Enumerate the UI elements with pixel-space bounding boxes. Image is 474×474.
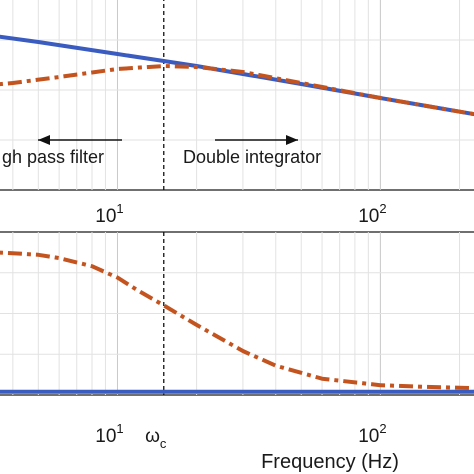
annotation-text: gh pass filter xyxy=(2,147,104,167)
top-panel: gh pass filter Double integrator 101 102 xyxy=(0,0,474,227)
annotation-0: gh pass filter xyxy=(2,135,122,167)
x-axis-label: Frequency (Hz) xyxy=(261,451,399,473)
annotation-arrow-head xyxy=(286,135,298,145)
x-tick-label: 101 xyxy=(95,421,123,447)
annotation-text: Double integrator xyxy=(183,147,321,167)
x-tick-label: 102 xyxy=(358,421,386,447)
x-tick-label: 101 xyxy=(95,201,123,227)
gridlines xyxy=(0,0,474,190)
annotation-arrow-head xyxy=(38,135,50,145)
series-line-1 xyxy=(0,64,474,117)
plot-frame xyxy=(0,189,474,191)
annotation-1: Double integrator xyxy=(183,135,321,167)
x-tick-label: 102 xyxy=(358,201,386,227)
plot-frame xyxy=(0,231,474,396)
bottom-panel: 101 ωc 102 Frequency (Hz) xyxy=(0,231,474,473)
x-tick-label: ωc xyxy=(145,426,167,451)
series-line-1 xyxy=(0,250,474,391)
gridlines xyxy=(0,232,474,395)
